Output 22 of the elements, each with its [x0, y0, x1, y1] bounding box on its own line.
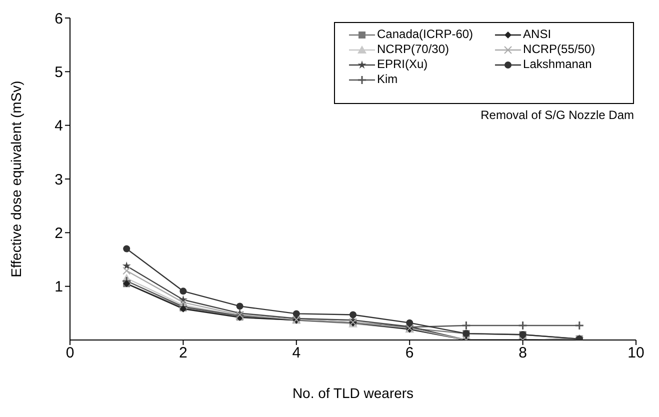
x-tick-label: 0: [66, 344, 74, 362]
legend-label: Kim: [377, 72, 398, 87]
y-tick-label: 1: [54, 278, 63, 296]
legend-label: NCRP(70/30): [377, 42, 450, 57]
y-tick-label: 5: [54, 64, 63, 81]
x-tick-label: 4: [292, 344, 301, 362]
x-tick-label: 8: [518, 344, 527, 362]
legend-label: EPRI(Xu): [377, 57, 428, 72]
x-tick-label: 10: [628, 344, 644, 362]
legend-label: Lakshmanan: [523, 57, 592, 72]
x-tick-label: 6: [405, 344, 414, 362]
y-tick-label: 6: [54, 10, 63, 28]
legend-label: ANSI: [523, 27, 552, 42]
y-tick-label: 4: [54, 118, 63, 135]
y-tick-label: 3: [54, 171, 63, 188]
y-axis-title: Effective dose equivalent (mSv): [8, 80, 24, 278]
legend-label: NCRP(55/50): [523, 42, 596, 57]
x-tick-label: 2: [179, 344, 188, 362]
y-tick-label: 2: [54, 224, 63, 242]
x-axis-title: No. of TLD wearers: [292, 385, 414, 401]
annotation: Removal of S/G Nozzle Dam: [480, 108, 634, 122]
legend-label: Canada(ICRP-60): [377, 27, 474, 42]
